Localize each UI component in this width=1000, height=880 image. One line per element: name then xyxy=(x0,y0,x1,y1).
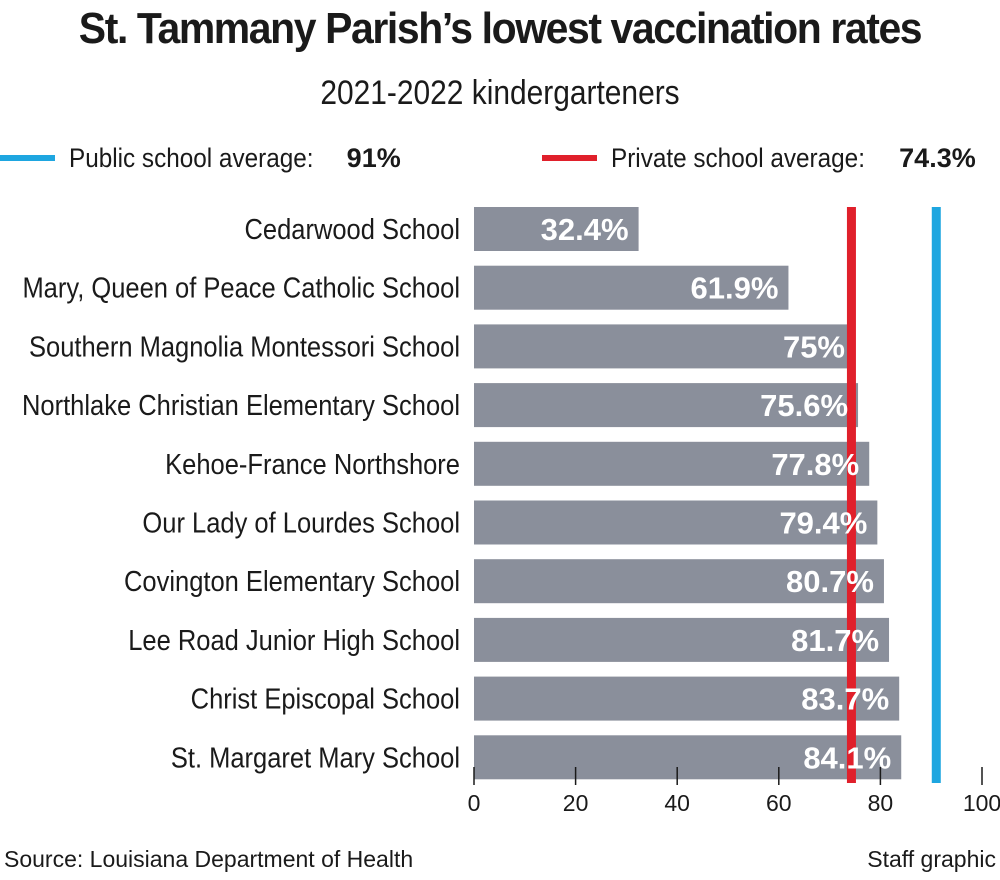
category-label: Mary, Queen of Peace Catholic School xyxy=(22,271,460,304)
legend-public: Public school average: 91% xyxy=(0,140,401,176)
category-label: Covington Elementary School xyxy=(124,565,460,598)
value-label: 79.4% xyxy=(779,506,867,541)
value-label: 32.4% xyxy=(541,212,629,247)
category-label: Lee Road Junior High School xyxy=(128,623,460,656)
x-tick-label: 80 xyxy=(868,790,894,816)
value-label: 84.1% xyxy=(803,740,891,775)
bar xyxy=(474,207,639,251)
bar xyxy=(474,617,890,662)
legend-private-swatch xyxy=(542,155,597,161)
chart-title: St. Tammany Parish’s lowest vaccination … xyxy=(78,4,923,53)
value-label: 61.9% xyxy=(691,271,779,306)
legend-public-value: 91% xyxy=(346,142,401,173)
value-label: 83.7% xyxy=(801,682,889,717)
x-tick-label: 60 xyxy=(766,790,792,816)
value-label: 77.8% xyxy=(771,447,859,482)
legend-private-value: 74.3% xyxy=(899,142,976,173)
bar xyxy=(474,676,900,721)
bar-chart: Cedarwood School Mary, Queen of Peace Cat… xyxy=(22,207,1000,816)
legend-private: Private school average: 74.3% xyxy=(542,140,976,176)
x-tick-label: 40 xyxy=(664,790,690,816)
bar xyxy=(474,441,870,486)
legend-public-swatch xyxy=(0,155,55,161)
value-label: 75% xyxy=(783,329,845,364)
bar xyxy=(474,383,859,428)
category-label: Our Lady of Lourdes School xyxy=(142,506,460,539)
x-tick-label: 0 xyxy=(468,790,481,816)
category-label: Kehoe-France Northshore xyxy=(165,447,460,480)
bar xyxy=(474,265,789,310)
category-label: Cedarwood School xyxy=(245,212,460,245)
x-tick-label: 100 xyxy=(963,790,1000,816)
value-label: 80.7% xyxy=(786,564,874,599)
bar xyxy=(474,735,902,780)
category-label: St. Margaret Mary School xyxy=(171,741,460,774)
value-label: 81.7% xyxy=(791,623,879,658)
category-label: Southern Magnolia Montessori School xyxy=(29,330,460,363)
category-label: Christ Episcopal School xyxy=(191,682,460,715)
x-tick-label: 20 xyxy=(563,790,589,816)
bar xyxy=(474,559,884,604)
staff-credit: Staff graphic xyxy=(867,846,996,872)
source-note: Source: Louisiana Department of Health xyxy=(4,846,414,872)
legend-public-label: Public school average: xyxy=(69,142,314,173)
bar xyxy=(474,500,878,545)
category-label: Northlake Christian Elementary School xyxy=(22,389,460,422)
legend-private-label: Private school average: xyxy=(611,142,865,173)
bar xyxy=(474,324,855,369)
chart-subtitle: 2021-2022 kindergarteners xyxy=(320,74,680,112)
value-label: 75.6% xyxy=(760,388,848,423)
